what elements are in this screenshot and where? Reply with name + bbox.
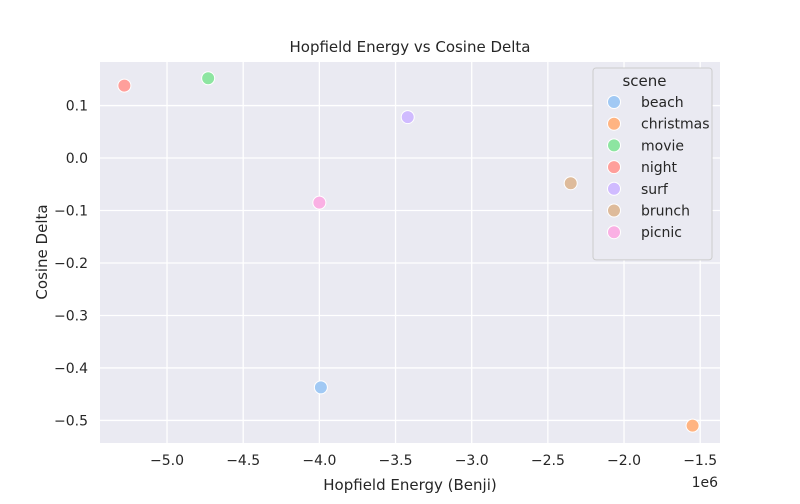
legend-marker-christmas <box>607 116 621 131</box>
y-axis-label: Cosine Delta <box>33 204 51 299</box>
legend-label-christmas: christmas <box>641 117 710 133</box>
y-tick-label: 0.0 <box>66 151 88 167</box>
x-tick-label: −3.5 <box>379 453 413 469</box>
legend-label-night: night <box>641 160 678 176</box>
legend-label-picnic: picnic <box>641 225 682 241</box>
legend: scene beach christmas movie night surf brunch… <box>592 67 713 261</box>
y-tick-label: −0.2 <box>54 256 88 272</box>
legend-label-brunch: brunch <box>641 204 690 220</box>
data-point-picnic <box>312 195 327 210</box>
legend-marker-night <box>607 160 621 175</box>
legend-marker-brunch <box>607 203 621 218</box>
x-tick-label: −3.0 <box>455 453 489 469</box>
data-point-night <box>117 78 132 93</box>
legend-marker-movie <box>607 138 621 153</box>
chart-title: Hopfield Energy vs Cosine Delta <box>289 38 530 56</box>
data-point-christmas <box>685 418 700 433</box>
legend-title: scene <box>622 72 666 90</box>
y-axis-ticks: 0.1 0.0 −0.1 −0.2 −0.3 −0.4 −0.5 <box>54 99 88 430</box>
x-axis-scale-label: 1e6 <box>692 475 719 491</box>
legend-marker-picnic <box>607 225 621 240</box>
legend-items: beach christmas movie night surf brunch picnic <box>607 95 710 241</box>
x-tick-label: −4.5 <box>226 453 260 469</box>
data-point-surf <box>400 110 415 125</box>
legend-label-beach: beach <box>641 95 684 111</box>
data-point-beach <box>313 380 328 395</box>
legend-label-surf: surf <box>641 182 669 198</box>
legend-box <box>592 67 713 261</box>
y-tick-label: −0.3 <box>54 308 88 324</box>
x-tick-label: −1.5 <box>683 453 717 469</box>
x-tick-label: −4.0 <box>302 453 336 469</box>
y-tick-label: −0.5 <box>54 413 88 429</box>
data-point-brunch <box>563 176 578 191</box>
data-point-movie <box>201 71 216 86</box>
x-axis-label: Hopfield Energy (Benji) <box>323 476 496 494</box>
y-tick-label: 0.1 <box>66 99 88 115</box>
data-points <box>117 71 700 433</box>
x-tick-label: −5.0 <box>150 453 184 469</box>
legend-label-movie: movie <box>641 138 684 154</box>
legend-marker-surf <box>607 181 621 196</box>
x-tick-label: −2.5 <box>531 453 565 469</box>
y-tick-label: −0.4 <box>54 361 88 377</box>
x-tick-label: −2.0 <box>607 453 641 469</box>
legend-marker-beach <box>607 95 621 109</box>
x-axis-ticks: −5.0 −4.5 −4.0 −3.5 −3.0 −2.5 −2.0 −1.5 <box>150 453 717 469</box>
y-tick-label: −0.1 <box>54 204 88 220</box>
